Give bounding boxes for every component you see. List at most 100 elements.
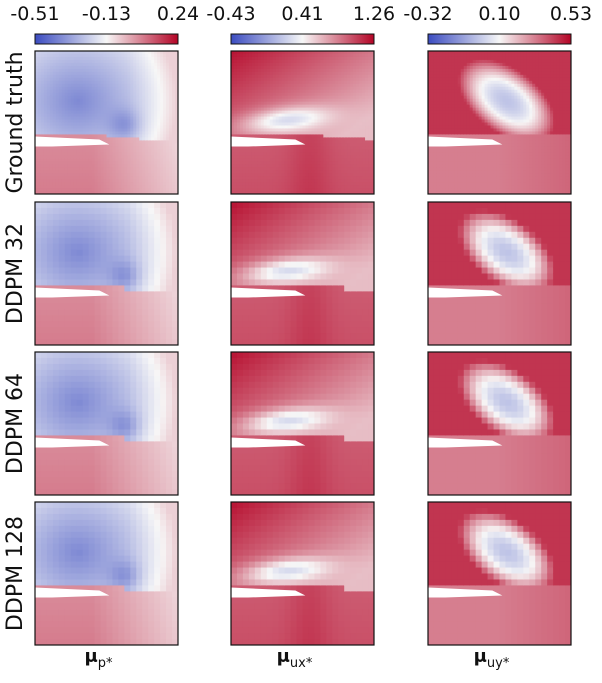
heatmap-cell (124, 182, 128, 186)
heatmap-cell (344, 152, 348, 156)
heatmap-cell (442, 146, 447, 150)
heatmap-cell (43, 68, 48, 73)
heatmap-cell (359, 56, 363, 61)
heatmap-cell (175, 59, 178, 64)
heatmap-cell (91, 176, 96, 180)
heatmap-cell (94, 167, 99, 171)
heatmap-cell (148, 140, 152, 144)
heatmap-cell (163, 98, 167, 103)
heatmap-cell (154, 158, 158, 162)
heatmap-cell (121, 113, 125, 118)
heatmap-cell (67, 113, 72, 118)
heatmap-cell (287, 164, 292, 168)
heatmap-cell (73, 98, 78, 103)
heatmap-cell (445, 53, 450, 58)
heatmap-cell (76, 65, 81, 70)
heatmap-cell (317, 158, 321, 162)
heatmap-cell (37, 167, 42, 171)
heatmap-cell (428, 128, 432, 133)
heatmap-cell (314, 110, 318, 115)
heatmap-cell (254, 146, 259, 150)
heatmap-cell (278, 86, 283, 91)
heatmap-cell (278, 134, 283, 138)
heatmap-cell (260, 98, 265, 103)
heatmap-cell (43, 86, 48, 91)
heatmap-cell (61, 173, 66, 177)
heatmap-cell (88, 161, 93, 165)
heatmap-cell (281, 146, 286, 150)
heatmap-cell (163, 86, 167, 91)
heatmap-cell (299, 59, 304, 64)
heatmap-cell (323, 134, 327, 138)
heatmap-cell (263, 53, 268, 58)
heatmap-cell (365, 167, 369, 171)
heatmap-cell (70, 113, 75, 118)
heatmap-cell (37, 86, 42, 91)
heatmap-cell (76, 173, 81, 177)
heatmap-cell (37, 68, 42, 73)
heatmap-cell (91, 125, 96, 130)
heatmap-cell (341, 158, 345, 162)
heatmap-cell (314, 167, 318, 171)
heatmap-cell (151, 170, 155, 174)
heatmap-cell (35, 77, 39, 82)
heatmap-cell (311, 155, 316, 159)
heatmap-cell (121, 158, 125, 162)
heatmap-cell (139, 65, 143, 70)
heatmap-cell (46, 86, 51, 91)
heatmap-cell (371, 77, 374, 82)
heatmap-cell (439, 110, 444, 115)
heatmap-cell (281, 155, 286, 159)
heatmap-cell (103, 179, 108, 183)
heatmap-cell (79, 89, 84, 94)
heatmap-cell (442, 176, 447, 180)
heatmap-cell (233, 92, 238, 97)
heatmap-cell (341, 89, 345, 94)
heatmap-cell (236, 74, 241, 79)
heatmap-cell (94, 161, 99, 165)
heatmap-cell (233, 56, 238, 61)
heatmap-cell (82, 152, 87, 156)
heatmap-cell (233, 176, 238, 180)
heatmap-cell (112, 92, 117, 97)
heatmap-cell (103, 152, 108, 156)
heatmap-cell (115, 158, 120, 162)
heatmap-cell (109, 83, 114, 88)
heatmap-cell (133, 176, 137, 180)
heatmap-cell (35, 92, 39, 97)
heatmap-cell (121, 188, 125, 192)
heatmap-cell (52, 173, 57, 177)
heatmap-cell (106, 140, 111, 144)
heatmap-cell (239, 173, 244, 177)
heatmap-cell (79, 128, 84, 133)
heatmap-cell (254, 185, 259, 189)
heatmap-cell (163, 122, 167, 127)
heatmap-cell (428, 107, 432, 112)
heatmap-cell (67, 56, 72, 61)
heatmap-cell (130, 51, 134, 55)
heatmap-cell (55, 56, 60, 61)
heatmap-cell (112, 116, 117, 121)
heatmap-cell (127, 149, 131, 153)
heatmap-cell (121, 71, 125, 76)
heatmap-cell (231, 191, 235, 194)
heatmap-cell (368, 188, 372, 192)
heatmap-cell (269, 131, 274, 136)
heatmap-cell (344, 179, 348, 183)
heatmap-cell (97, 146, 102, 150)
heatmap-cell (151, 164, 155, 168)
heatmap-cell (290, 92, 295, 97)
heatmap-cell (43, 62, 48, 67)
heatmap-cell (154, 104, 158, 109)
heatmap-cell (344, 161, 348, 165)
heatmap-cell (233, 179, 238, 183)
heatmap-cell (314, 128, 318, 133)
heatmap-cell (347, 71, 351, 76)
heatmap-cell (275, 128, 280, 133)
heatmap-cell (326, 51, 330, 55)
heatmap-cell (58, 65, 63, 70)
heatmap-cell (166, 173, 170, 177)
heatmap-cell (67, 170, 72, 174)
heatmap-cell (118, 185, 122, 189)
heatmap-cell (118, 167, 122, 171)
